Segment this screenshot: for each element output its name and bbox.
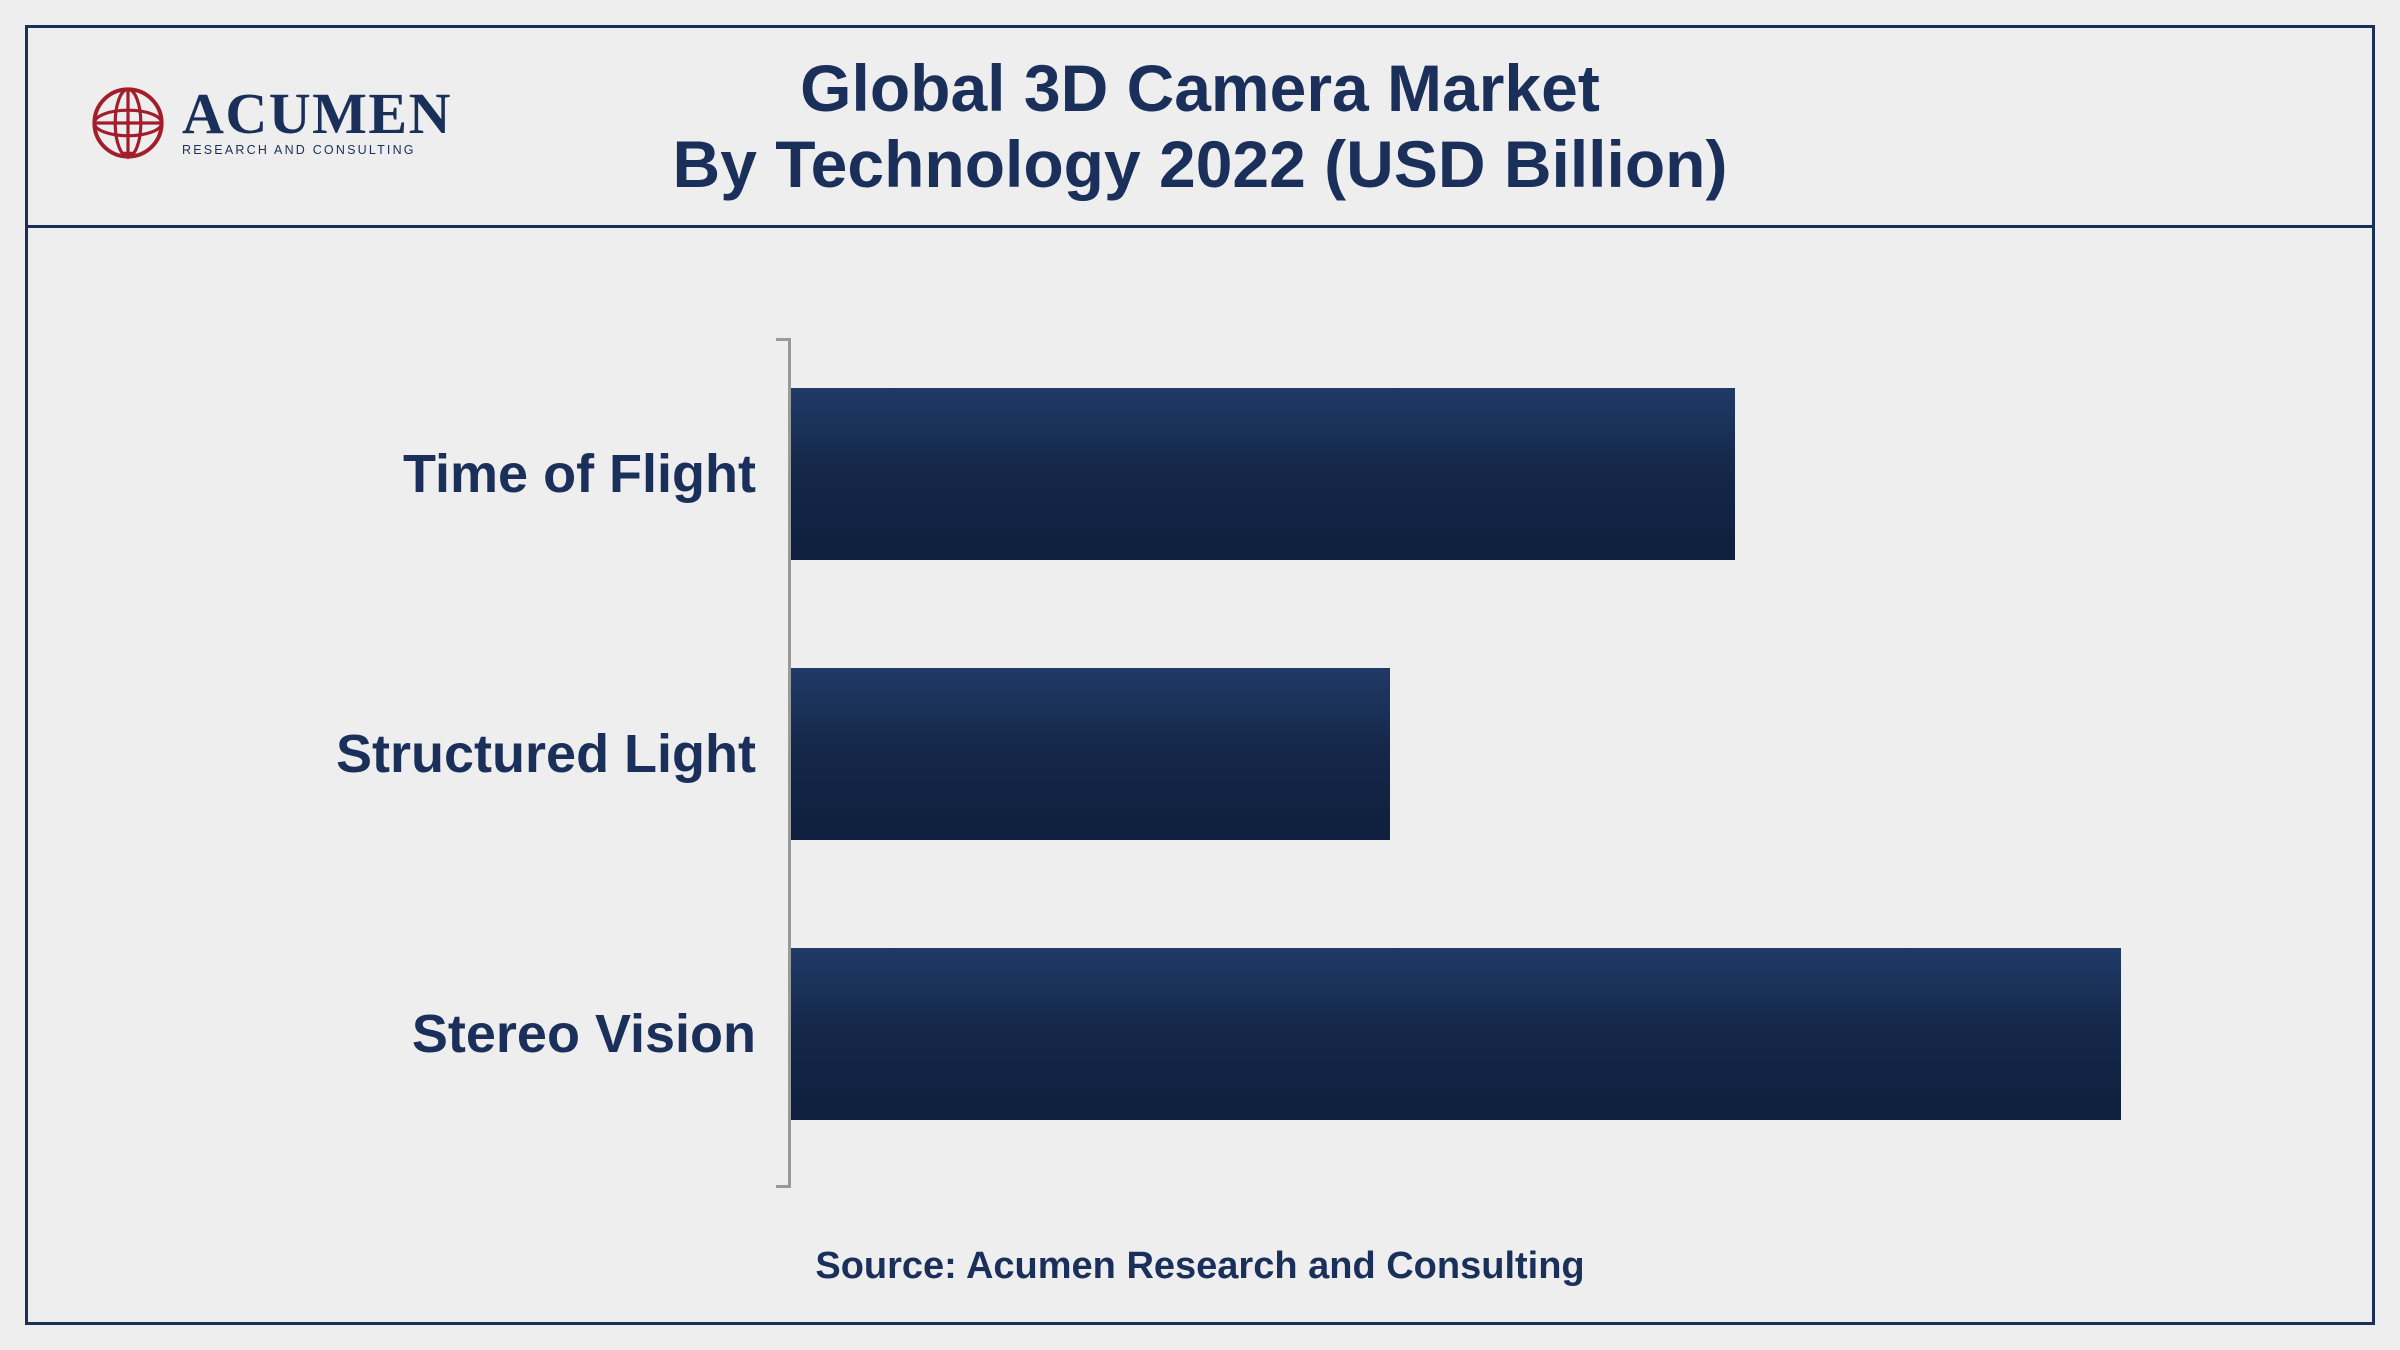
logo-text: ACUMEN RESEARCH AND CONSULTING: [182, 89, 452, 156]
category-label: Stereo Vision: [412, 1003, 756, 1065]
bar-row: Stereo Vision: [791, 948, 2121, 1120]
globe-icon: [88, 83, 168, 163]
bar-row: Time of Flight: [791, 388, 2121, 560]
bar: [791, 948, 2121, 1120]
chart-area: Time of Flight Structured Light Stereo Vis…: [28, 228, 2372, 1328]
source-attribution: Source: Acumen Research and Consulting: [28, 1245, 2372, 1288]
bar: [791, 388, 1735, 560]
chart-frame: ACUMEN RESEARCH AND CONSULTING Global 3D…: [25, 25, 2375, 1325]
bar: [791, 668, 1390, 840]
plot-region: Time of Flight Structured Light Stereo Vis…: [788, 338, 2188, 1188]
brand-logo: ACUMEN RESEARCH AND CONSULTING: [88, 83, 452, 163]
logo-tagline: RESEARCH AND CONSULTING: [182, 143, 452, 157]
axis-tick-bottom: [776, 1185, 788, 1188]
axis-tick-top: [776, 338, 788, 341]
category-label: Time of Flight: [403, 443, 756, 505]
header: ACUMEN RESEARCH AND CONSULTING Global 3D…: [28, 28, 2372, 228]
logo-name: ACUMEN: [182, 89, 452, 138]
bar-row: Structured Light: [791, 668, 2121, 840]
category-label: Structured Light: [336, 723, 756, 785]
